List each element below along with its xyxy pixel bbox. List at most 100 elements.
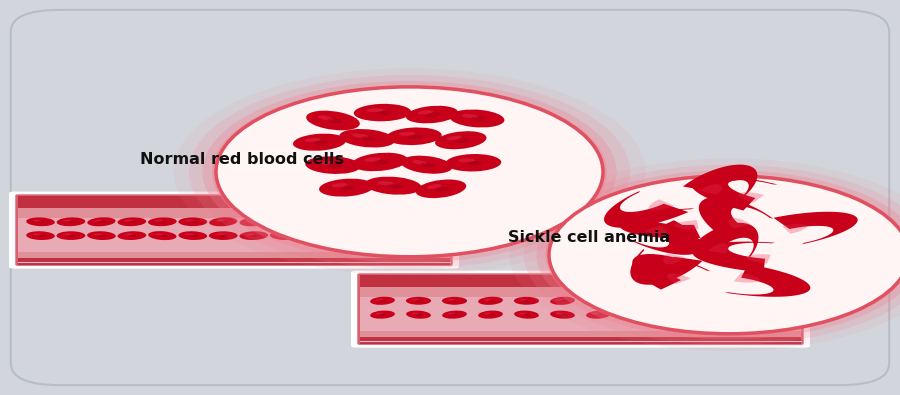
- Bar: [360, 287, 801, 297]
- Ellipse shape: [327, 164, 342, 168]
- Ellipse shape: [428, 220, 437, 222]
- Polygon shape: [633, 254, 711, 290]
- Ellipse shape: [57, 231, 86, 240]
- Ellipse shape: [455, 138, 469, 143]
- Ellipse shape: [545, 174, 900, 335]
- Polygon shape: [698, 197, 773, 233]
- Ellipse shape: [118, 217, 146, 226]
- Ellipse shape: [627, 312, 635, 314]
- Polygon shape: [692, 242, 776, 272]
- Ellipse shape: [32, 233, 41, 235]
- Ellipse shape: [433, 221, 441, 223]
- Text: Sickle cell anemia: Sickle cell anemia: [508, 229, 670, 245]
- Ellipse shape: [452, 314, 458, 316]
- Polygon shape: [649, 199, 674, 211]
- Polygon shape: [667, 273, 691, 284]
- Polygon shape: [694, 299, 705, 305]
- Ellipse shape: [306, 111, 360, 130]
- FancyBboxPatch shape: [11, 10, 889, 385]
- Ellipse shape: [352, 153, 408, 171]
- Ellipse shape: [555, 299, 563, 301]
- Ellipse shape: [159, 221, 167, 223]
- Ellipse shape: [586, 297, 611, 305]
- Ellipse shape: [202, 81, 616, 263]
- Ellipse shape: [37, 221, 45, 223]
- Ellipse shape: [354, 104, 411, 121]
- Ellipse shape: [220, 221, 228, 223]
- Ellipse shape: [399, 132, 415, 136]
- Ellipse shape: [216, 87, 603, 257]
- Ellipse shape: [239, 231, 268, 240]
- Ellipse shape: [560, 300, 566, 302]
- Polygon shape: [719, 291, 759, 306]
- Ellipse shape: [148, 231, 176, 240]
- Ellipse shape: [462, 114, 478, 118]
- Ellipse shape: [483, 299, 491, 301]
- Polygon shape: [630, 249, 703, 285]
- Polygon shape: [620, 208, 700, 239]
- Ellipse shape: [305, 156, 361, 174]
- Ellipse shape: [411, 299, 419, 301]
- Ellipse shape: [478, 297, 503, 305]
- Ellipse shape: [32, 220, 41, 222]
- Ellipse shape: [331, 217, 359, 226]
- Ellipse shape: [209, 231, 238, 240]
- Ellipse shape: [536, 170, 900, 339]
- Ellipse shape: [328, 118, 342, 123]
- Ellipse shape: [596, 314, 602, 316]
- Ellipse shape: [270, 231, 299, 240]
- Ellipse shape: [452, 300, 459, 302]
- Ellipse shape: [352, 134, 368, 138]
- Polygon shape: [733, 306, 745, 311]
- Ellipse shape: [250, 235, 258, 237]
- Ellipse shape: [368, 220, 376, 222]
- Ellipse shape: [63, 220, 72, 222]
- Ellipse shape: [189, 75, 630, 269]
- Ellipse shape: [632, 314, 639, 316]
- Polygon shape: [773, 212, 858, 245]
- Ellipse shape: [450, 109, 504, 128]
- Ellipse shape: [37, 235, 45, 237]
- Ellipse shape: [422, 231, 451, 240]
- Ellipse shape: [406, 106, 458, 123]
- Ellipse shape: [209, 217, 238, 226]
- Ellipse shape: [94, 233, 102, 235]
- Ellipse shape: [342, 221, 350, 223]
- Ellipse shape: [446, 135, 462, 140]
- Polygon shape: [663, 254, 685, 264]
- Ellipse shape: [627, 299, 635, 301]
- Ellipse shape: [129, 221, 137, 223]
- Ellipse shape: [403, 221, 410, 223]
- Ellipse shape: [408, 135, 423, 139]
- Bar: [18, 208, 450, 218]
- Ellipse shape: [514, 297, 539, 305]
- Ellipse shape: [427, 113, 440, 117]
- Ellipse shape: [174, 68, 645, 275]
- Ellipse shape: [488, 300, 494, 302]
- Polygon shape: [741, 295, 782, 312]
- Polygon shape: [626, 220, 702, 255]
- Ellipse shape: [488, 314, 494, 316]
- Polygon shape: [708, 243, 729, 254]
- Ellipse shape: [26, 217, 55, 226]
- Ellipse shape: [406, 297, 431, 305]
- Ellipse shape: [366, 108, 384, 112]
- Ellipse shape: [318, 115, 334, 120]
- Ellipse shape: [212, 85, 607, 258]
- Ellipse shape: [376, 111, 392, 115]
- Ellipse shape: [246, 233, 255, 235]
- Ellipse shape: [591, 299, 599, 301]
- FancyBboxPatch shape: [357, 273, 804, 345]
- Ellipse shape: [458, 158, 475, 162]
- Polygon shape: [690, 223, 759, 258]
- Ellipse shape: [159, 235, 166, 237]
- Ellipse shape: [190, 221, 197, 223]
- Ellipse shape: [215, 233, 224, 235]
- Ellipse shape: [155, 220, 163, 222]
- Ellipse shape: [124, 220, 132, 222]
- Ellipse shape: [471, 117, 486, 121]
- Ellipse shape: [276, 233, 285, 235]
- Ellipse shape: [478, 310, 503, 319]
- Ellipse shape: [632, 300, 638, 302]
- Ellipse shape: [435, 131, 487, 149]
